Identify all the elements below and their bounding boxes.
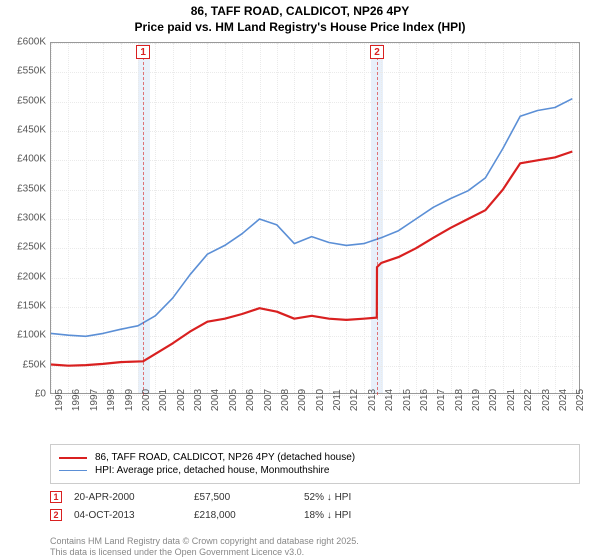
x-tick-label: 2014 xyxy=(384,389,395,411)
y-tick-label: £450K xyxy=(17,125,46,136)
x-tick-label: 2002 xyxy=(176,389,187,411)
x-tick-label: 2000 xyxy=(141,389,152,411)
footer-line-1: Contains HM Land Registry data © Crown c… xyxy=(50,536,359,547)
event-row: 1 20-APR-2000£57,50052% ↓ HPI xyxy=(50,488,580,506)
legend-label: 86, TAFF ROAD, CALDICOT, NP26 4PY (detac… xyxy=(95,452,355,463)
event-date: 04-OCT-2013 xyxy=(74,510,194,521)
x-tick-label: 2008 xyxy=(280,389,291,411)
x-tick-label: 2025 xyxy=(575,389,586,411)
y-tick-label: £350K xyxy=(17,183,46,194)
event-diff: 18% ↓ HPI xyxy=(304,510,414,521)
x-tick-label: 2012 xyxy=(349,389,360,411)
x-tick-label: 2003 xyxy=(193,389,204,411)
y-tick-label: £200K xyxy=(17,271,46,282)
event-date: 20-APR-2000 xyxy=(74,492,194,503)
x-axis: 1995199619971998199920002001200220032004… xyxy=(50,396,580,436)
x-tick-label: 1999 xyxy=(124,389,135,411)
x-tick-label: 2019 xyxy=(471,389,482,411)
x-tick-label: 2020 xyxy=(488,389,499,411)
x-tick-label: 2023 xyxy=(541,389,552,411)
x-tick-label: 1995 xyxy=(54,389,65,411)
marker-line xyxy=(143,57,144,395)
footer-attribution: Contains HM Land Registry data © Crown c… xyxy=(50,536,359,558)
y-tick-label: £550K xyxy=(17,66,46,77)
y-axis: £0£50K£100K£150K£200K£250K£300K£350K£400… xyxy=(0,42,50,394)
title-line-1: 86, TAFF ROAD, CALDICOT, NP26 4PY xyxy=(0,4,600,20)
x-tick-label: 2024 xyxy=(558,389,569,411)
legend-label: HPI: Average price, detached house, Monm… xyxy=(95,465,329,476)
legend-item: HPI: Average price, detached house, Monm… xyxy=(59,465,571,476)
y-tick-label: £600K xyxy=(17,37,46,48)
y-tick-label: £50K xyxy=(23,359,46,370)
y-tick-label: £0 xyxy=(35,389,46,400)
x-tick-label: 2009 xyxy=(297,389,308,411)
x-tick-label: 2011 xyxy=(332,389,343,411)
event-diff: 52% ↓ HPI xyxy=(304,492,414,503)
x-tick-label: 2010 xyxy=(315,389,326,411)
title-line-2: Price paid vs. HM Land Registry's House … xyxy=(0,20,600,36)
x-tick-label: 2005 xyxy=(228,389,239,411)
chart-container: 86, TAFF ROAD, CALDICOT, NP26 4PY Price … xyxy=(0,0,600,560)
y-tick-label: £100K xyxy=(17,330,46,341)
legend-swatch xyxy=(59,470,87,471)
footer-line-2: This data is licensed under the Open Gov… xyxy=(50,547,359,558)
y-tick-label: £500K xyxy=(17,95,46,106)
series-line xyxy=(51,99,572,337)
x-tick-label: 2001 xyxy=(158,389,169,411)
chart-title: 86, TAFF ROAD, CALDICOT, NP26 4PY Price … xyxy=(0,0,600,35)
x-tick-label: 2021 xyxy=(506,389,517,411)
x-tick-label: 1996 xyxy=(71,389,82,411)
x-tick-label: 2016 xyxy=(419,389,430,411)
marker-line xyxy=(377,57,378,395)
marker-flag: 2 xyxy=(370,45,384,59)
plot-area: 12 xyxy=(50,42,580,394)
event-table: 1 20-APR-2000£57,50052% ↓ HPI 2 04-OCT-2013… xyxy=(50,488,580,524)
series-svg xyxy=(51,43,581,395)
x-tick-label: 2018 xyxy=(454,389,465,411)
x-tick-label: 2007 xyxy=(263,389,274,411)
event-flag: 1 xyxy=(50,491,62,503)
x-tick-label: 2022 xyxy=(523,389,534,411)
x-tick-label: 2013 xyxy=(367,389,378,411)
legend-box: 86, TAFF ROAD, CALDICOT, NP26 4PY (detac… xyxy=(50,444,580,484)
y-tick-label: £400K xyxy=(17,154,46,165)
x-tick-label: 1998 xyxy=(106,389,117,411)
x-tick-label: 1997 xyxy=(89,389,100,411)
y-tick-label: £300K xyxy=(17,213,46,224)
x-tick-label: 2015 xyxy=(402,389,413,411)
x-tick-label: 2017 xyxy=(436,389,447,411)
event-price: £218,000 xyxy=(194,510,304,521)
x-tick-label: 2006 xyxy=(245,389,256,411)
event-row: 2 04-OCT-2013£218,00018% ↓ HPI xyxy=(50,506,580,524)
x-tick-label: 2004 xyxy=(210,389,221,411)
event-price: £57,500 xyxy=(194,492,304,503)
marker-flag: 1 xyxy=(136,45,150,59)
legend-item: 86, TAFF ROAD, CALDICOT, NP26 4PY (detac… xyxy=(59,452,571,463)
y-tick-label: £150K xyxy=(17,301,46,312)
event-flag: 2 xyxy=(50,509,62,521)
legend-swatch xyxy=(59,457,87,459)
y-tick-label: £250K xyxy=(17,242,46,253)
plot-box: 12 xyxy=(50,42,580,394)
series-line xyxy=(51,152,572,366)
